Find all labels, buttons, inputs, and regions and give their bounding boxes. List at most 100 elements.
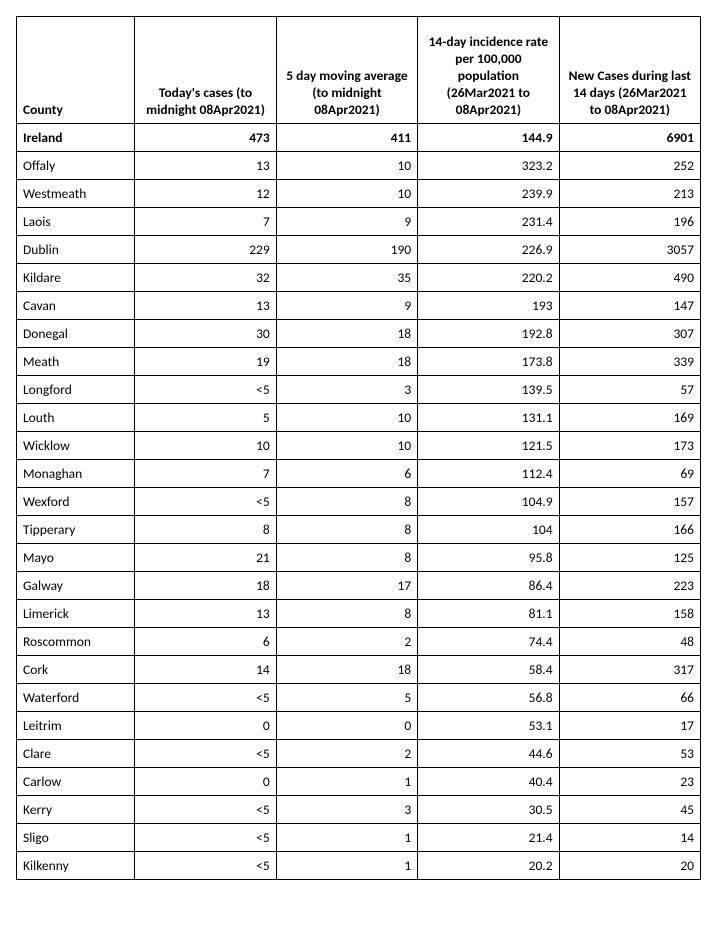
value-cell: 0 bbox=[135, 768, 276, 796]
value-cell: 125 bbox=[559, 544, 700, 572]
county-cell: Ireland bbox=[17, 124, 135, 152]
value-cell: 45 bbox=[559, 796, 700, 824]
value-cell: 13 bbox=[135, 600, 276, 628]
value-cell: 6 bbox=[135, 628, 276, 656]
value-cell: 21 bbox=[135, 544, 276, 572]
value-cell: 307 bbox=[559, 320, 700, 348]
value-cell: 17 bbox=[276, 572, 417, 600]
table-row: Offaly1310323.2252 bbox=[17, 152, 701, 180]
table-row: Limerick13881.1158 bbox=[17, 600, 701, 628]
value-cell: 2 bbox=[276, 628, 417, 656]
value-cell: 8 bbox=[135, 516, 276, 544]
county-cell: Louth bbox=[17, 404, 135, 432]
value-cell: 10 bbox=[276, 404, 417, 432]
value-cell: 104.9 bbox=[418, 488, 559, 516]
table-row: Clare<5244.653 bbox=[17, 740, 701, 768]
value-cell: 21.4 bbox=[418, 824, 559, 852]
value-cell: 131.1 bbox=[418, 404, 559, 432]
value-cell: 3057 bbox=[559, 236, 700, 264]
value-cell: 8 bbox=[276, 544, 417, 572]
value-cell: 86.4 bbox=[418, 572, 559, 600]
table-row: Dublin229190226.93057 bbox=[17, 236, 701, 264]
col-14day-new: New Cases during last 14 days (26Mar2021… bbox=[559, 17, 700, 124]
value-cell: <5 bbox=[135, 740, 276, 768]
value-cell: 8 bbox=[276, 516, 417, 544]
county-cell: Tipperary bbox=[17, 516, 135, 544]
value-cell: 14 bbox=[135, 656, 276, 684]
value-cell: 10 bbox=[276, 152, 417, 180]
table-header: County Today's cases (to midnight 08Apr2… bbox=[17, 17, 701, 124]
county-cell: Longford bbox=[17, 376, 135, 404]
county-cell: Kilkenny bbox=[17, 852, 135, 880]
value-cell: 0 bbox=[135, 712, 276, 740]
value-cell: 23 bbox=[559, 768, 700, 796]
value-cell: 317 bbox=[559, 656, 700, 684]
value-cell: 226.9 bbox=[418, 236, 559, 264]
value-cell: 53.1 bbox=[418, 712, 559, 740]
table-row: Cork141858.4317 bbox=[17, 656, 701, 684]
table-row: Carlow0140.423 bbox=[17, 768, 701, 796]
value-cell: <5 bbox=[135, 824, 276, 852]
value-cell: 173.8 bbox=[418, 348, 559, 376]
value-cell: 58.4 bbox=[418, 656, 559, 684]
county-cell: Offaly bbox=[17, 152, 135, 180]
value-cell: 158 bbox=[559, 600, 700, 628]
county-cell: Wicklow bbox=[17, 432, 135, 460]
value-cell: 139.5 bbox=[418, 376, 559, 404]
table-row: Waterford<5556.866 bbox=[17, 684, 701, 712]
value-cell: 1 bbox=[276, 768, 417, 796]
value-cell: 3 bbox=[276, 376, 417, 404]
value-cell: 490 bbox=[559, 264, 700, 292]
table-row: Leitrim0053.117 bbox=[17, 712, 701, 740]
county-cell: Galway bbox=[17, 572, 135, 600]
value-cell: 10 bbox=[276, 432, 417, 460]
value-cell: 157 bbox=[559, 488, 700, 516]
value-cell: 20 bbox=[559, 852, 700, 880]
value-cell: 18 bbox=[276, 320, 417, 348]
value-cell: 169 bbox=[559, 404, 700, 432]
county-cell: Carlow bbox=[17, 768, 135, 796]
value-cell: 0 bbox=[276, 712, 417, 740]
value-cell: 193 bbox=[418, 292, 559, 320]
value-cell: 30 bbox=[135, 320, 276, 348]
county-cell: Donegal bbox=[17, 320, 135, 348]
table-row: Kerry<5330.545 bbox=[17, 796, 701, 824]
col-today: Today's cases (to midnight 08Apr2021) bbox=[135, 17, 276, 124]
value-cell: 6901 bbox=[559, 124, 700, 152]
value-cell: 213 bbox=[559, 180, 700, 208]
value-cell: 192.8 bbox=[418, 320, 559, 348]
value-cell: 411 bbox=[276, 124, 417, 152]
county-cell: Clare bbox=[17, 740, 135, 768]
table-row: Roscommon6274.448 bbox=[17, 628, 701, 656]
value-cell: 19 bbox=[135, 348, 276, 376]
table-row: Mayo21895.8125 bbox=[17, 544, 701, 572]
county-cell: Kildare bbox=[17, 264, 135, 292]
county-cell: Wexford bbox=[17, 488, 135, 516]
value-cell: 40.4 bbox=[418, 768, 559, 796]
value-cell: 57 bbox=[559, 376, 700, 404]
county-cell: Monaghan bbox=[17, 460, 135, 488]
value-cell: 252 bbox=[559, 152, 700, 180]
value-cell: 14 bbox=[559, 824, 700, 852]
table-row: Wexford<58104.9157 bbox=[17, 488, 701, 516]
value-cell: 229 bbox=[135, 236, 276, 264]
value-cell: 95.8 bbox=[418, 544, 559, 572]
county-cell: Sligo bbox=[17, 824, 135, 852]
value-cell: 81.1 bbox=[418, 600, 559, 628]
table-body: Ireland473411144.96901Offaly1310323.2252… bbox=[17, 124, 701, 880]
value-cell: 196 bbox=[559, 208, 700, 236]
value-cell: 144.9 bbox=[418, 124, 559, 152]
value-cell: 5 bbox=[276, 684, 417, 712]
col-14day-rate: 14-day incidence rate per 100,000 popula… bbox=[418, 17, 559, 124]
table-row: Meath1918173.8339 bbox=[17, 348, 701, 376]
col-county: County bbox=[17, 17, 135, 124]
value-cell: 323.2 bbox=[418, 152, 559, 180]
county-cell: Roscommon bbox=[17, 628, 135, 656]
value-cell: 121.5 bbox=[418, 432, 559, 460]
county-cell: Cork bbox=[17, 656, 135, 684]
table-row: Cavan139193147 bbox=[17, 292, 701, 320]
value-cell: 8 bbox=[276, 600, 417, 628]
value-cell: 10 bbox=[135, 432, 276, 460]
value-cell: 339 bbox=[559, 348, 700, 376]
table-row: Galway181786.4223 bbox=[17, 572, 701, 600]
